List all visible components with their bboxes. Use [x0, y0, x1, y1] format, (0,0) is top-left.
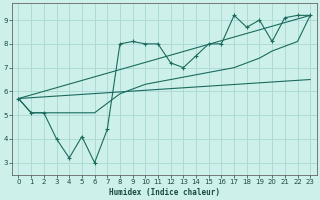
X-axis label: Humidex (Indice chaleur): Humidex (Indice chaleur)	[109, 188, 220, 197]
